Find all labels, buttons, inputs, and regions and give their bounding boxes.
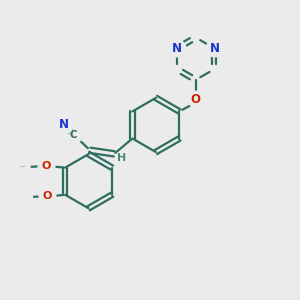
Text: C: C <box>69 130 77 140</box>
Text: methoxy: methoxy <box>20 166 27 167</box>
Text: O: O <box>190 93 201 106</box>
Text: N: N <box>210 42 220 55</box>
Text: N: N <box>172 42 182 55</box>
Text: O: O <box>41 161 51 171</box>
Text: O: O <box>43 191 52 201</box>
Text: N: N <box>58 118 68 131</box>
Text: H: H <box>118 153 127 163</box>
